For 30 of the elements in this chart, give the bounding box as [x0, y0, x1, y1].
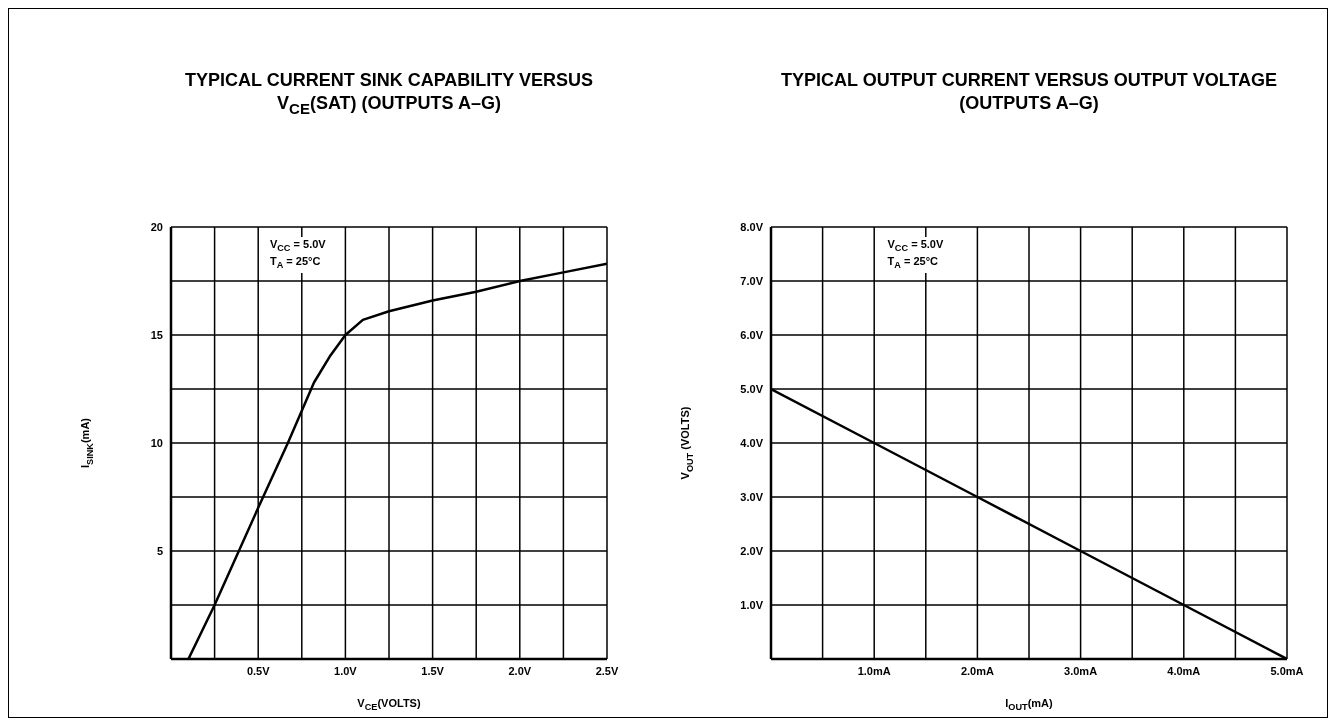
x-axis-title: V$_{CE}$(VOLTS) — [356, 697, 422, 713]
chart-title: TYPICAL OUTPUT CURRENT VERSUS OUTPUT VOLTAGE (OUTPUTS A–G) — [780, 69, 1278, 115]
annotation: T$_{A}$ = 25°C — [887, 255, 939, 273]
y-tick-label: 8.0V — [740, 220, 764, 233]
y-tick-label: 5 — [156, 544, 163, 557]
x-tick-label: 1.5V — [421, 664, 445, 677]
y-tick-label: 6.0V — [740, 328, 764, 341]
y-tick-label: 1.0V — [740, 598, 764, 611]
x-tick-label: 0.5V — [246, 664, 271, 677]
y-tick-label: 10 — [150, 436, 163, 449]
annotation: V$_{CC}$ = 5.0V — [269, 238, 326, 256]
y-tick-label: 3.0V — [740, 490, 764, 503]
annotation: T$_{A}$ = 25°C — [269, 255, 322, 273]
x-tick-label: 5.0mA — [1270, 664, 1304, 677]
y-tick-label: 2.0V — [740, 544, 764, 557]
x-tick-label: 3.0mA — [1064, 664, 1098, 677]
y-tick-label: 5.0V — [740, 382, 764, 395]
y-tick-label: 7.0V — [740, 274, 764, 287]
y-tick-label: 15 — [150, 328, 163, 341]
x-tick-label: 2.0mA — [960, 664, 994, 677]
x-tick-label: 1.0V — [334, 664, 358, 677]
x-tick-label: 4.0mA — [1167, 664, 1201, 677]
y-tick-label: 20 — [150, 220, 163, 233]
annotation: V$_{CC}$ = 5.0V — [887, 238, 944, 256]
y-tick-label: 4.0V — [740, 436, 764, 449]
x-tick-label: 1.0mA — [857, 664, 891, 677]
x-axis-title: I$_{OUT}$(mA) — [1004, 697, 1054, 713]
x-tick-label: 2.0V — [508, 664, 532, 677]
chart-title: TYPICAL CURRENT SINK CAPABILITY VERSUS V$_{CE}$(SAT) (OUTPUTS A–G) — [183, 69, 594, 119]
x-tick-label: 2.5V — [595, 664, 619, 677]
